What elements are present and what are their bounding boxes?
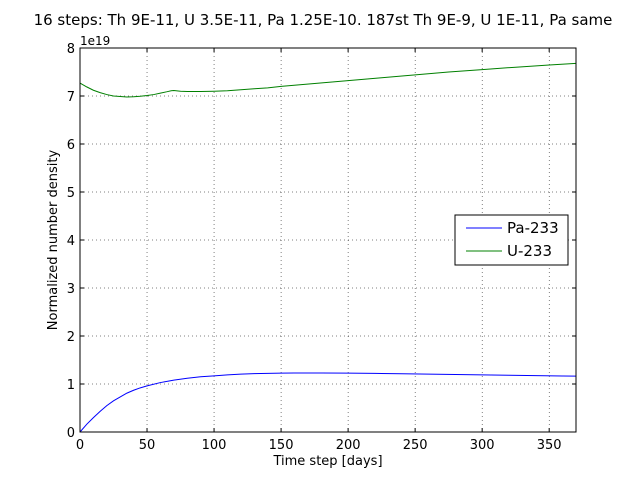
y-tick-label: 6 xyxy=(67,138,75,153)
y-multiplier-label: 1e19 xyxy=(80,34,110,48)
x-tick-label: 0 xyxy=(76,438,84,453)
x-tick-label: 100 xyxy=(202,438,227,453)
y-tick-label: 3 xyxy=(67,282,75,297)
chart-title: 16 steps: Th 9E-11, U 3.5E-11, Pa 1.25E-… xyxy=(34,11,613,29)
y-tick-label: 2 xyxy=(67,330,75,345)
legend-label-u-233: U-233 xyxy=(507,242,552,260)
legend: Pa-233 U-233 xyxy=(454,214,569,266)
series-line-u-233 xyxy=(79,62,577,98)
x-tick-label: 300 xyxy=(470,438,495,453)
y-tick-label: 4 xyxy=(67,234,75,249)
axis-ticks: 0 50 100 150 200 250 300 350 0 1 2 3 4 5 6 7 8 xyxy=(67,42,576,453)
y-axis-label: Normalized number density xyxy=(46,150,61,331)
y-tick-label: 0 xyxy=(67,426,75,441)
x-axis-label: Time step [days] xyxy=(272,454,382,469)
legend-box xyxy=(454,214,569,266)
x-tick-label: 250 xyxy=(403,438,428,453)
y-tick-label: 7 xyxy=(67,90,75,105)
y-tick-label: 8 xyxy=(67,42,75,57)
legend-label-pa-233: Pa-233 xyxy=(507,219,559,237)
x-tick-label: 350 xyxy=(537,438,562,453)
x-tick-label: 150 xyxy=(269,438,294,453)
y-tick-label: 5 xyxy=(67,186,75,201)
y-tick-label: 1 xyxy=(67,378,75,393)
series-lines xyxy=(79,62,577,433)
series-line-pa-233 xyxy=(79,372,577,433)
x-tick-label: 50 xyxy=(139,438,156,453)
x-tick-label: 200 xyxy=(336,438,361,453)
